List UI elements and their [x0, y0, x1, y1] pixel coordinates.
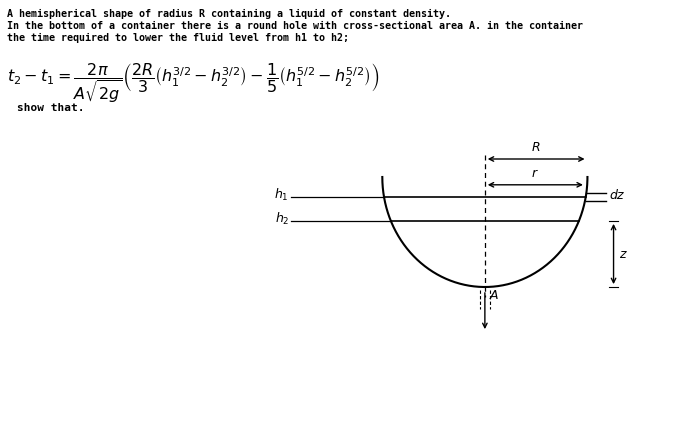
Text: $t_2 - t_1 = \dfrac{2\pi}{A\sqrt{2g}}\left(\dfrac{2R}{3}\left(h_1^{3/2} - h_2^{3: $t_2 - t_1 = \dfrac{2\pi}{A\sqrt{2g}}\le… — [8, 62, 381, 106]
Text: In the bottom of a container there is a round hole with cross-sectional area A. : In the bottom of a container there is a … — [8, 21, 583, 31]
Text: $r$: $r$ — [531, 167, 539, 180]
Text: the time required to lower the fluid level from h1 to h2;: the time required to lower the fluid lev… — [8, 33, 350, 43]
Text: A hemispherical shape of radius R containing a liquid of constant density.: A hemispherical shape of radius R contai… — [8, 9, 451, 19]
Text: $dz$: $dz$ — [609, 188, 625, 202]
Text: $z$: $z$ — [619, 248, 628, 261]
Text: $R$: $R$ — [531, 141, 541, 154]
Text: $h_1$: $h_1$ — [274, 187, 289, 203]
Text: $A$: $A$ — [489, 289, 499, 302]
Text: show that.: show that. — [17, 103, 84, 113]
Text: $h_2$: $h_2$ — [274, 211, 289, 227]
